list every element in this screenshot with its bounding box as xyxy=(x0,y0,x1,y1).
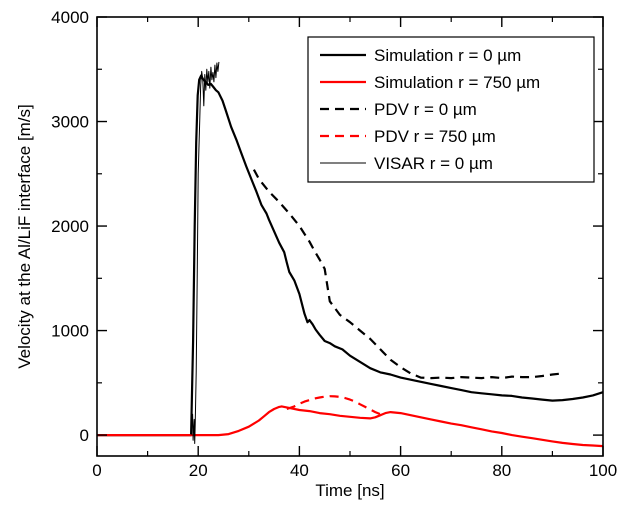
x-tick-label: 40 xyxy=(290,461,309,480)
y-tick-label: 1000 xyxy=(51,322,89,341)
x-axis-label: Time [ns] xyxy=(315,481,384,500)
x-tick-label: 20 xyxy=(189,461,208,480)
legend-label: Simulation r = 0 µm xyxy=(374,46,521,65)
series-line-3 xyxy=(252,169,563,380)
series-line-2 xyxy=(97,405,604,448)
x-tick-label: 80 xyxy=(492,461,511,480)
y-axis-label: Velocity at the Al/LiF interface [m/s] xyxy=(15,104,34,369)
series-line-4 xyxy=(286,395,381,416)
plot-lines xyxy=(97,61,604,448)
legend-label: Simulation r = 750 µm xyxy=(374,73,540,92)
y-tick-label: 2000 xyxy=(51,217,89,236)
x-tick-label: 0 xyxy=(92,461,101,480)
y-tick-label: 3000 xyxy=(51,113,89,132)
series-line-1 xyxy=(97,74,604,437)
legend-label: PDV r = 750 µm xyxy=(374,127,496,146)
y-tick-label: 0 xyxy=(80,426,89,445)
x-tick-label: 100 xyxy=(589,461,617,480)
legend-label: PDV r = 0 µm xyxy=(374,100,477,119)
legend-label: VISAR r = 0 µm xyxy=(374,154,493,173)
series-line-5 xyxy=(190,61,220,444)
y-tick-label: 4000 xyxy=(51,8,89,27)
x-tick-label: 60 xyxy=(391,461,410,480)
legend: Simulation r = 0 µm Simulation r = 750 µm… xyxy=(307,36,595,183)
